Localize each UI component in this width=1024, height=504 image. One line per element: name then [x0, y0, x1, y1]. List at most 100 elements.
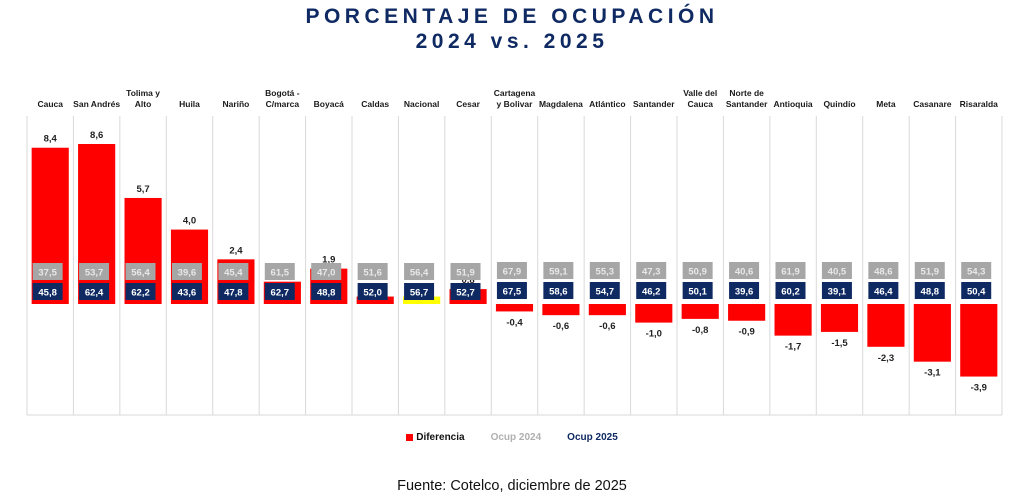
label-box-ocup-2024 — [775, 262, 806, 279]
data-label-diferencia: 5,7 — [136, 184, 149, 195]
data-label-diferencia: -0,6 — [599, 321, 615, 332]
data-label-ocup-2024: 61,5 — [271, 268, 290, 279]
label-box-ocup-2025 — [682, 282, 713, 299]
data-label-ocup-2024: 51,9 — [921, 267, 940, 278]
data-label-ocup-2025: 39,1 — [828, 287, 847, 298]
data-label-ocup-2024: 61,9 — [781, 267, 800, 278]
bar-diferencia — [495, 304, 534, 312]
label-box-ocup-2025 — [32, 283, 63, 300]
category-label: San Andrés — [73, 99, 120, 109]
label-box-ocup-2024 — [682, 262, 713, 279]
label-box-ocup-2024 — [636, 262, 667, 279]
data-label-diferencia: -0,8 — [692, 325, 708, 336]
category-label: Quindío — [823, 99, 855, 109]
data-label-ocup-2024: 53,7 — [85, 268, 104, 279]
data-label-ocup-2025: 52,0 — [363, 288, 382, 299]
data-label-diferencia: -1,5 — [831, 338, 848, 349]
data-label-diferencia: 2,4 — [229, 245, 243, 256]
data-label-diferencia: -3,9 — [971, 383, 987, 394]
data-label-ocup-2024: 39,6 — [178, 268, 197, 279]
category-label: Santander — [726, 99, 768, 109]
label-box-ocup-2025 — [729, 282, 760, 299]
category-label: Bogotá - — [265, 88, 300, 98]
category-label: Boyacá — [314, 99, 345, 109]
data-label-ocup-2025: 67,5 — [503, 287, 522, 298]
label-box-ocup-2025 — [636, 282, 667, 299]
category-label: Norte de — [729, 88, 764, 98]
data-label-ocup-2025: 56,7 — [410, 288, 429, 299]
label-box-ocup-2024 — [961, 262, 992, 279]
data-label-ocup-2025: 62,7 — [271, 288, 290, 299]
data-label-diferencia: -0,4 — [506, 317, 523, 328]
legend-item-diferencia: Diferencia — [406, 432, 465, 443]
category-label: Nariño — [222, 99, 249, 109]
legend-item-ocup-2024: Ocup 2024 — [491, 432, 542, 443]
label-box-ocup-2024 — [543, 262, 574, 279]
bar-diferencia — [728, 304, 766, 321]
data-label-diferencia: 4,0 — [183, 216, 196, 227]
source-note: Fuente: Cotelco, diciembre de 2025 — [397, 478, 627, 494]
legend-swatch-diferencia — [406, 434, 414, 441]
data-label-ocup-2025: 58,6 — [549, 287, 568, 298]
bar-diferencia — [31, 147, 69, 304]
data-label-ocup-2024: 55,3 — [596, 267, 615, 278]
bar-diferencia — [960, 304, 998, 377]
category-label: Tolima y — [126, 88, 160, 98]
label-box-ocup-2025 — [496, 282, 527, 299]
data-label-ocup-2025: 54,7 — [596, 287, 615, 298]
data-label-ocup-2025: 50,4 — [967, 287, 986, 298]
category-label: Atlántico — [589, 99, 625, 109]
data-label-diferencia: -3,1 — [924, 368, 941, 379]
category-label: Cauca — [687, 99, 713, 109]
label-box-ocup-2025 — [125, 283, 156, 300]
bar-diferencia — [542, 304, 580, 316]
bar-diferencia — [867, 304, 905, 347]
data-label-ocup-2025: 47,8 — [224, 288, 243, 299]
label-box-ocup-2024 — [496, 262, 527, 279]
label-box-ocup-2025 — [357, 283, 388, 300]
chart-plot: Cauca 8,4 37,5 45,8 San Andrés 8,6 53,7 62,4 Tol… — [26, 88, 1003, 416]
bar-diferencia — [356, 296, 394, 304]
bar-diferencia — [635, 304, 673, 323]
label-box-ocup-2025 — [914, 282, 945, 299]
data-label-ocup-2024: 67,9 — [503, 267, 522, 278]
data-label-ocup-2024: 54,3 — [967, 267, 986, 278]
data-label-ocup-2024: 48,6 — [874, 267, 893, 278]
legend-label-ocup-2024: Ocup 2024 — [490, 432, 542, 443]
category-label: Magdalena — [539, 99, 583, 109]
category-label: C/marca — [266, 99, 300, 109]
category-label: Casanare — [913, 99, 952, 109]
category-label: Caldas — [361, 99, 389, 109]
label-box-ocup-2024 — [404, 263, 435, 280]
category-label: Cartagena — [494, 88, 536, 98]
data-label-diferencia: -1,7 — [785, 342, 801, 353]
category-label: Meta — [876, 99, 896, 109]
data-label-diferencia: -0,9 — [738, 327, 754, 338]
category-label: y Bolivar — [497, 99, 534, 109]
category-label: Huila — [179, 99, 200, 109]
label-box-ocup-2024 — [821, 262, 852, 279]
legend-label-ocup-2025: Ocup 2025 — [567, 432, 618, 443]
label-box-ocup-2025 — [218, 283, 249, 300]
label-box-ocup-2024 — [32, 263, 63, 280]
category-label: Cesar — [456, 99, 480, 109]
data-label-ocup-2025: 48,8 — [317, 288, 336, 299]
data-label-ocup-2025: 50,1 — [688, 287, 707, 298]
label-box-ocup-2025 — [450, 283, 481, 300]
data-label-ocup-2024: 51,6 — [363, 268, 382, 279]
category-label: Valle del — [683, 88, 717, 98]
data-label-ocup-2024: 37,5 — [38, 268, 57, 279]
bar-diferencia — [588, 304, 626, 316]
data-label-ocup-2024: 40,5 — [828, 267, 847, 278]
label-box-ocup-2025 — [821, 282, 852, 299]
data-label-diferencia: 0,8 — [461, 275, 474, 286]
data-label-ocup-2024: 50,9 — [688, 267, 707, 278]
label-box-ocup-2025 — [961, 282, 992, 299]
label-box-ocup-2024 — [264, 263, 295, 280]
label-box-ocup-2025 — [868, 282, 899, 299]
label-box-ocup-2024 — [311, 263, 342, 280]
label-box-ocup-2024 — [218, 263, 249, 280]
data-label-diferencia: 1,9 — [322, 255, 335, 266]
label-box-ocup-2025 — [775, 282, 806, 299]
data-label-ocup-2024: 47,0 — [317, 268, 336, 279]
